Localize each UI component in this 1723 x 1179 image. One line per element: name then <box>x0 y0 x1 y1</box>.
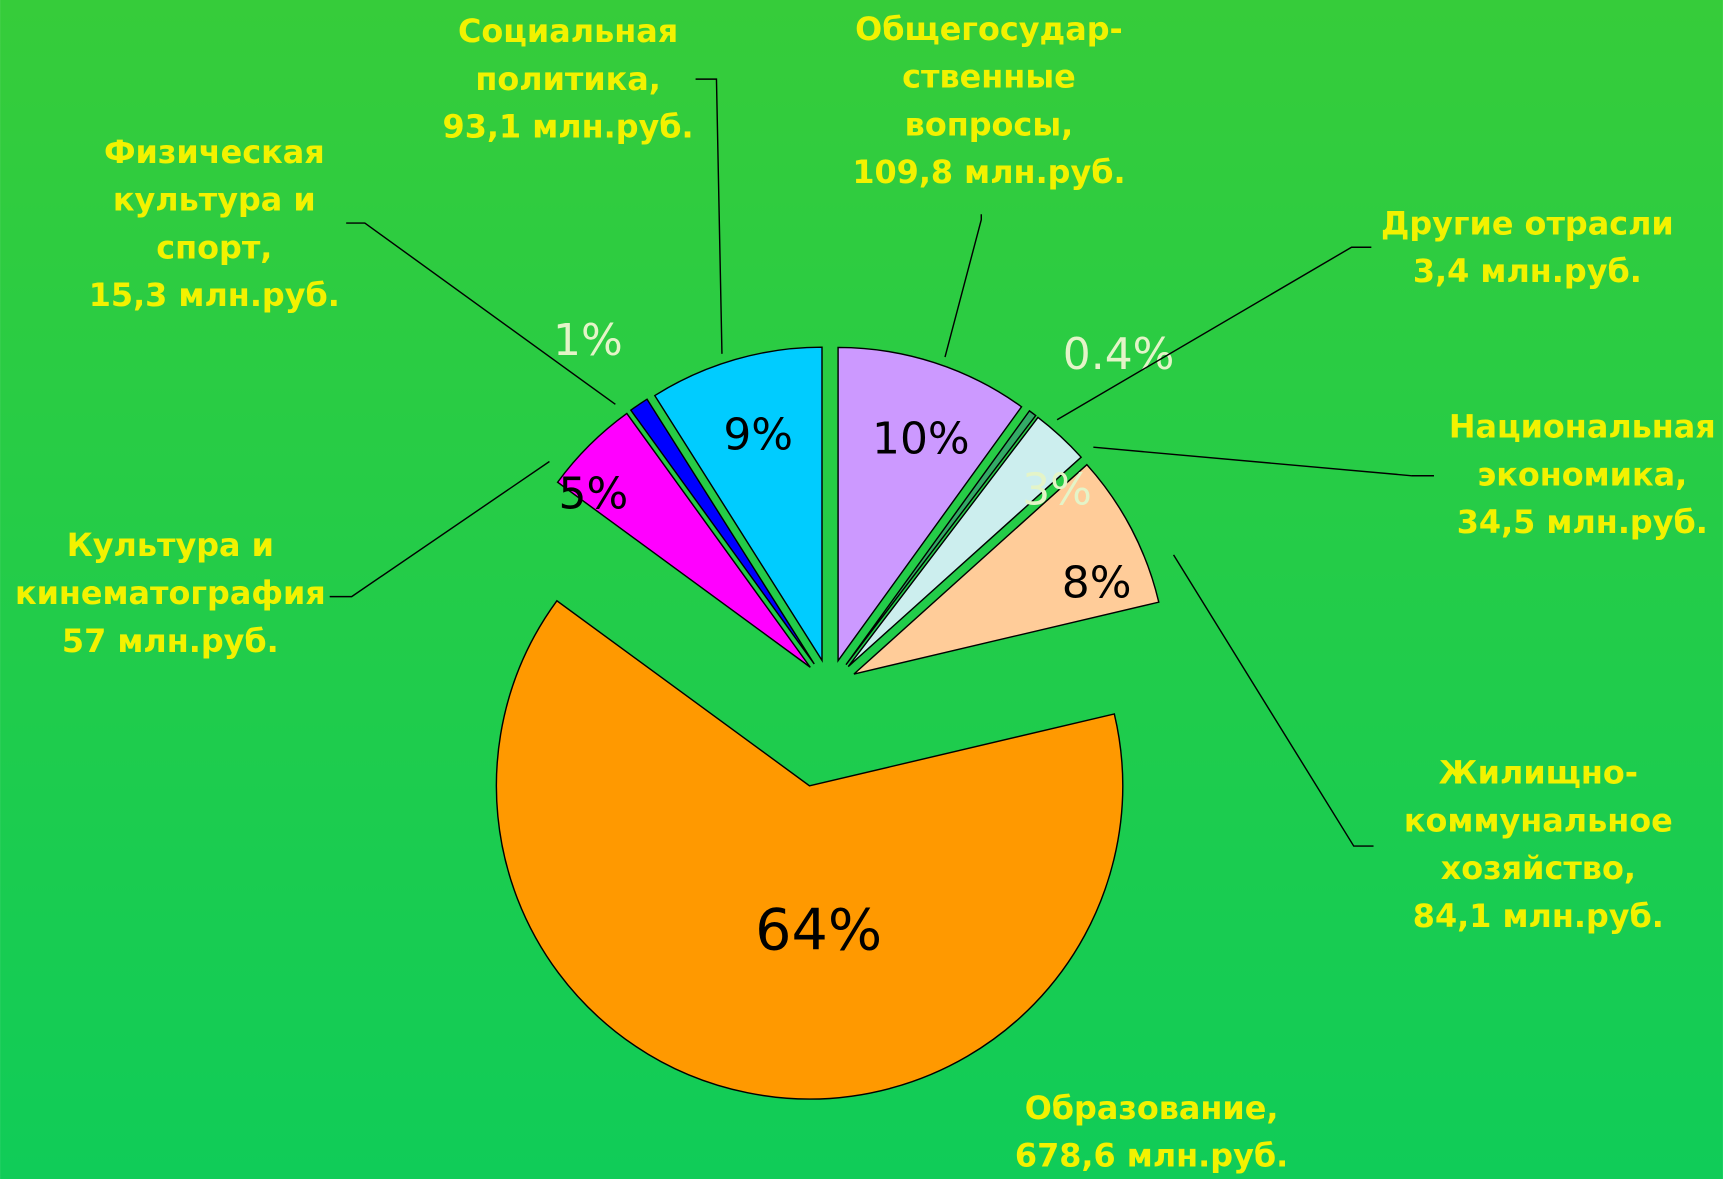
category-label: 15,3 млн.руб. <box>89 276 340 314</box>
category-label: вопросы, <box>905 105 1074 143</box>
value-label: 8% <box>1062 558 1132 609</box>
value-label: 9% <box>723 409 793 460</box>
category-label: Образование, <box>1025 1089 1279 1127</box>
category-label: коммунальное <box>1404 801 1673 839</box>
category-label: 109,8 млн.руб. <box>852 153 1125 191</box>
category-label: Другие отрасли <box>1381 204 1674 242</box>
pie-slice <box>853 463 1160 675</box>
value-label: 5% <box>559 469 629 520</box>
category-label: кинематография <box>15 574 326 612</box>
category-label: культура и <box>113 181 316 219</box>
category-label: 3,4 млн.руб. <box>1413 252 1642 290</box>
category-label: 93,1 млн.руб. <box>443 108 694 146</box>
pie-slice <box>847 416 1083 668</box>
leader-line <box>1172 554 1374 847</box>
leader-line <box>1093 446 1434 477</box>
category-label: Физическая <box>104 133 325 171</box>
value-label: 1% <box>553 315 623 366</box>
category-label: хозяйство, <box>1441 849 1636 887</box>
category-label: 34,5 млн.руб. <box>1457 503 1708 541</box>
category-label: 57 млн.руб. <box>62 622 279 660</box>
category-label: Жилищно- <box>1439 754 1638 792</box>
pie-slice <box>495 599 1124 1100</box>
category-label: экономика, <box>1477 455 1687 493</box>
category-label: ственные <box>902 58 1076 96</box>
leader-line <box>944 214 982 358</box>
category-label: Социальная <box>458 12 678 50</box>
category-label: Культура и <box>67 526 274 564</box>
pie-slice <box>845 409 1037 666</box>
value-label: 64% <box>755 898 882 964</box>
leader-line <box>346 222 616 405</box>
leader-line <box>329 460 550 598</box>
category-label: Национальная <box>1449 408 1716 446</box>
pie-slice <box>556 412 811 668</box>
pie-slice <box>837 346 1023 663</box>
value-label: 3% <box>1022 464 1092 515</box>
leader-line <box>1056 246 1372 421</box>
pie-slice <box>629 398 815 665</box>
category-label: 84,1 млн.руб. <box>1413 897 1664 935</box>
leader-line <box>695 78 723 354</box>
value-label: 0.4% <box>1063 329 1175 380</box>
value-label: 10% <box>872 414 970 465</box>
pie-slice <box>653 346 823 663</box>
category-label: 678,6 млн.руб. <box>1015 1137 1288 1175</box>
category-label: спорт, <box>156 228 272 266</box>
category-label: политика, <box>475 60 661 98</box>
category-label: Общегосудар- <box>855 10 1123 48</box>
